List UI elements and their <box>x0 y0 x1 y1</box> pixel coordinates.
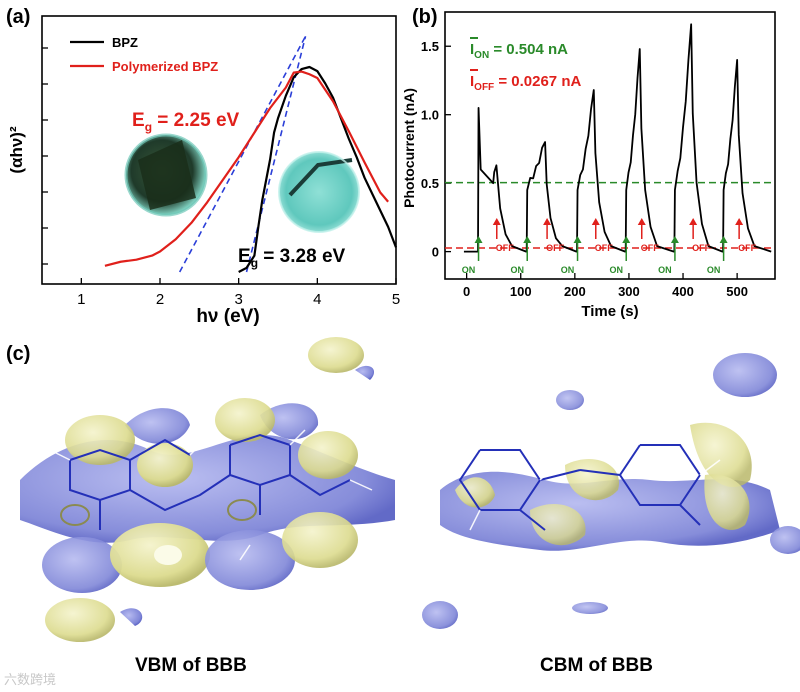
x-tick-label-a-3: 4 <box>313 291 321 308</box>
plot-frame-a <box>41 15 397 285</box>
photocurrent-chart: Photocurrent (nA) Time (s) 0 100 200 300 400… <box>401 11 776 320</box>
on-label-3: ON <box>609 265 623 275</box>
vbm-molecule-bonds <box>69 433 351 530</box>
svg-text:IOFF = 0.0267 nA: IOFF = 0.0267 nA <box>470 73 581 93</box>
svg-text:ION = 0.504 nA: ION = 0.504 nA <box>470 41 568 61</box>
panel-label-b: (b) <box>412 6 438 28</box>
panel-label-a: (a) <box>6 6 31 28</box>
y-tick-label-b-2: 1.0 <box>421 108 439 123</box>
photocurrent-trace <box>463 23 772 253</box>
off-label-1: OFF <box>546 243 564 253</box>
off-arrowhead-1 <box>543 218 552 225</box>
off-label-2: OFF <box>595 243 613 253</box>
x-tick-label-a-2: 3 <box>234 291 242 308</box>
x-tick-label-a-0: 1 <box>77 291 85 308</box>
series-line-polymerized <box>104 70 389 267</box>
off-label-5: OFF <box>738 243 756 253</box>
vbm-caption: VBM of BBB <box>135 655 247 676</box>
off-arrowhead-3 <box>637 218 646 225</box>
cbm-isosurface <box>422 353 800 629</box>
on-label-5: ON <box>707 265 721 275</box>
off-label-4: OFF <box>692 243 710 253</box>
on-arrowhead-0 <box>474 236 483 243</box>
y-tick-label-b-0: 0 <box>432 245 439 260</box>
on-current-stat: ION = 0.504 nA <box>470 37 568 61</box>
legend-label-bpz: BPZ <box>112 35 138 50</box>
plot-frame-b <box>444 11 776 280</box>
x-axis-label-b: Time (s) <box>581 303 638 320</box>
off-current-stat: IOFF = 0.0267 nA <box>470 69 581 93</box>
x-axis-label-a: hν (eV) <box>196 306 259 327</box>
on-label-0: ON <box>462 265 476 275</box>
on-arrowhead-2 <box>573 236 582 243</box>
off-arrowhead-2 <box>591 218 600 225</box>
x-tick-label-b-3: 300 <box>618 284 640 299</box>
bandgap-annotation-polymerized: Eg = 2.25 eV <box>132 110 240 134</box>
fit-line-fit-polymerized <box>178 35 307 273</box>
on-label-1: ON <box>510 265 524 275</box>
y-tick-label-b-3: 1.5 <box>421 39 439 54</box>
bandgap-annotation-bpz: Eg = 3.28 eV <box>238 246 346 270</box>
x-tick-label-b-4: 400 <box>672 284 694 299</box>
off-arrowhead-4 <box>689 218 698 225</box>
crystal-photo-bpz <box>278 151 360 233</box>
on-arrowhead-5 <box>719 236 728 243</box>
on-label-2: ON <box>561 265 575 275</box>
x-tick-label-b-5: 500 <box>726 284 748 299</box>
cbm-caption: CBM of BBB <box>540 655 653 676</box>
x-tick-label-b-2: 200 <box>564 284 586 299</box>
x-tick-label-a-4: 5 <box>392 291 400 308</box>
y-axis-label-a: (αhν)² <box>7 126 26 174</box>
crystal-photo-polymerized <box>124 133 208 217</box>
watermark-text: 六数跨境 <box>4 672 57 687</box>
x-tick-label-a-1: 2 <box>156 291 164 308</box>
absorption-chart: (αhν)² hν (eV) 1 2 3 4 5 BPZ Polymerized BPZ… <box>7 15 400 327</box>
legend-label-polymerized: Polymerized BPZ <box>112 59 218 74</box>
cbm-molecule-hydrogens <box>469 459 721 531</box>
off-label-0: OFF <box>496 243 514 253</box>
x-tick-label-b-0: 0 <box>463 284 470 299</box>
off-arrowhead-0 <box>492 218 501 225</box>
cbm-molecule-bonds <box>458 444 702 531</box>
panel-label-c: (c) <box>6 343 31 365</box>
on-arrowhead-1 <box>523 236 532 243</box>
y-tick-label-b-1: 0.5 <box>421 176 439 191</box>
vbm-molecule-hydrogens <box>49 429 373 561</box>
off-arrowhead-5 <box>735 218 744 225</box>
series-line-bpz <box>238 65 398 273</box>
on-arrowhead-4 <box>670 236 679 243</box>
x-tick-label-b-1: 100 <box>510 284 532 299</box>
on-arrowhead-3 <box>622 236 631 243</box>
on-label-4: ON <box>658 265 672 275</box>
y-axis-label-b: Photocurrent (nA) <box>401 88 417 208</box>
orbital-visualization <box>20 337 800 642</box>
vbm-isosurface <box>20 337 395 642</box>
off-label-3: OFF <box>641 243 659 253</box>
